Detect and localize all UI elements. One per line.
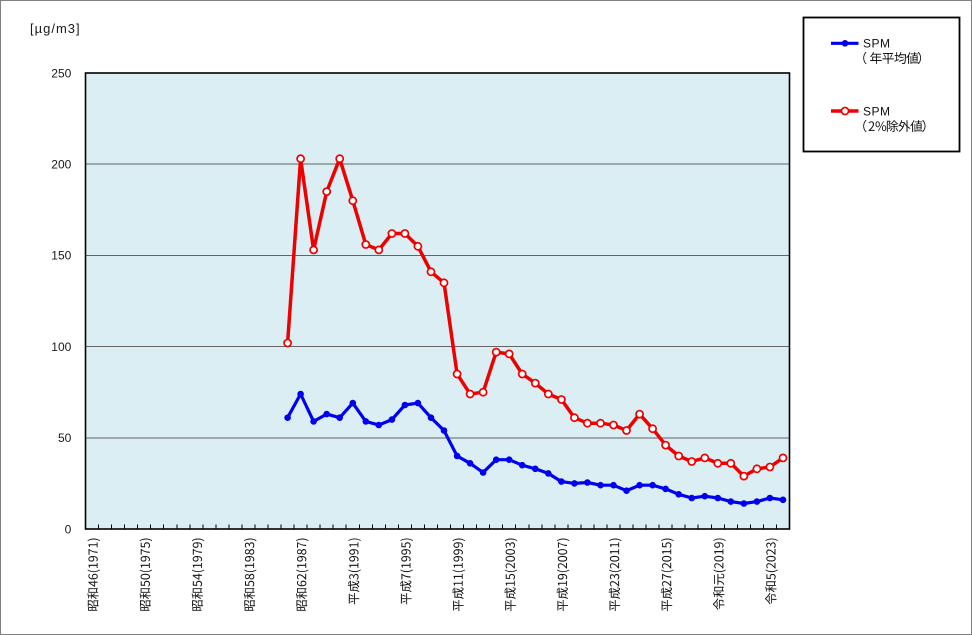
svg-text:0: 0 [65,522,72,536]
svg-text:150: 150 [51,249,71,263]
svg-text:250: 250 [51,66,71,80]
svg-text:SPM: SPM [863,105,891,119]
svg-text:200: 200 [51,158,71,172]
svg-text:100: 100 [51,340,71,354]
svg-text:[µg/m3]: [µg/m3] [30,21,81,36]
svg-text:50: 50 [58,431,72,445]
svg-text:SPM: SPM [863,37,891,51]
